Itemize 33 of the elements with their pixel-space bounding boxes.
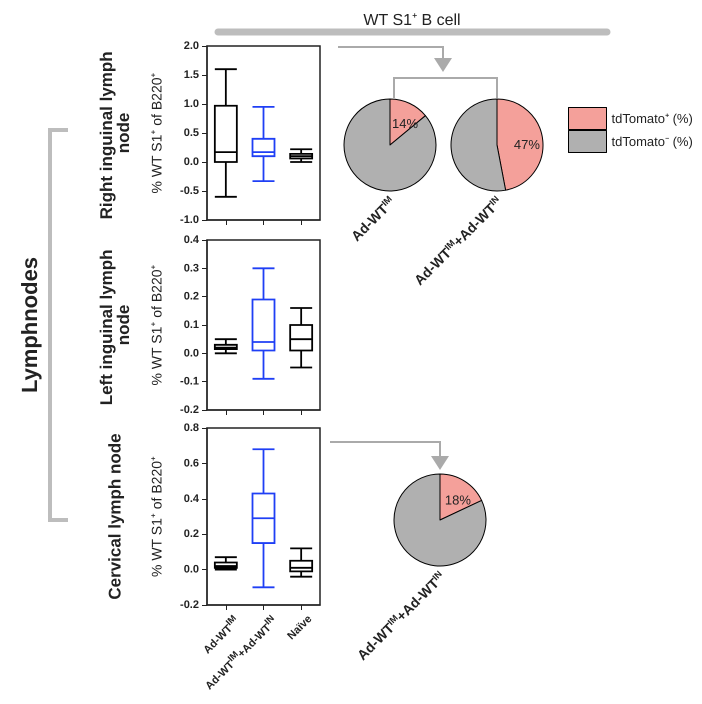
text: Left inguinal lymph node <box>97 244 133 406</box>
y-tick-label: 2.0 <box>184 40 199 52</box>
y-tick-label: 0.0 <box>184 564 199 576</box>
text: Lymphnodes <box>17 256 43 394</box>
data-label: 47% <box>514 137 540 152</box>
data-label: 14% <box>392 116 419 131</box>
y-tick-label: -1.0 <box>180 214 199 226</box>
y-tick-label: 0.8 <box>184 422 199 434</box>
y-tick-label: 1.0 <box>184 98 199 110</box>
y-axis-title: % WT S1⁺ of B220⁺ <box>148 456 164 578</box>
y-tick-label: 0.6 <box>184 457 199 470</box>
y-tick-label: 0.4 <box>184 234 200 246</box>
y-tick-label: -0.1 <box>180 376 199 388</box>
y-tick-label: 0.1 <box>184 319 199 331</box>
y-tick-label: 0.2 <box>184 290 199 303</box>
y-tick-label: -0.2 <box>180 599 199 611</box>
legend-label: tdTomato⁺ (%) <box>612 111 693 126</box>
y-axis-title: % WT S1⁺ of B220⁺ <box>148 72 164 194</box>
y-tick-label: -0.5 <box>180 185 199 197</box>
text: Right inguinal lymph node <box>97 46 133 220</box>
text: Cervical lymph node <box>106 433 124 600</box>
y-tick-label: 0.3 <box>184 262 199 274</box>
y-tick-label: 1.5 <box>184 69 199 81</box>
legend-label: tdTomato⁻ (%) <box>612 134 693 149</box>
y-axis-title: % WT S1⁺ of B220⁺ <box>148 264 164 386</box>
y-tick-label: 0.4 <box>184 492 200 505</box>
y-tick-label: 0.0 <box>184 156 199 168</box>
y-tick-label: -0.2 <box>180 404 199 416</box>
y-tick-label: 0.0 <box>184 347 199 360</box>
data-label: 18% <box>444 492 472 508</box>
y-tick-label: 0.5 <box>184 127 199 139</box>
text: WT S1⁺ B cell <box>363 11 461 30</box>
y-tick-label: 0.2 <box>184 528 199 540</box>
